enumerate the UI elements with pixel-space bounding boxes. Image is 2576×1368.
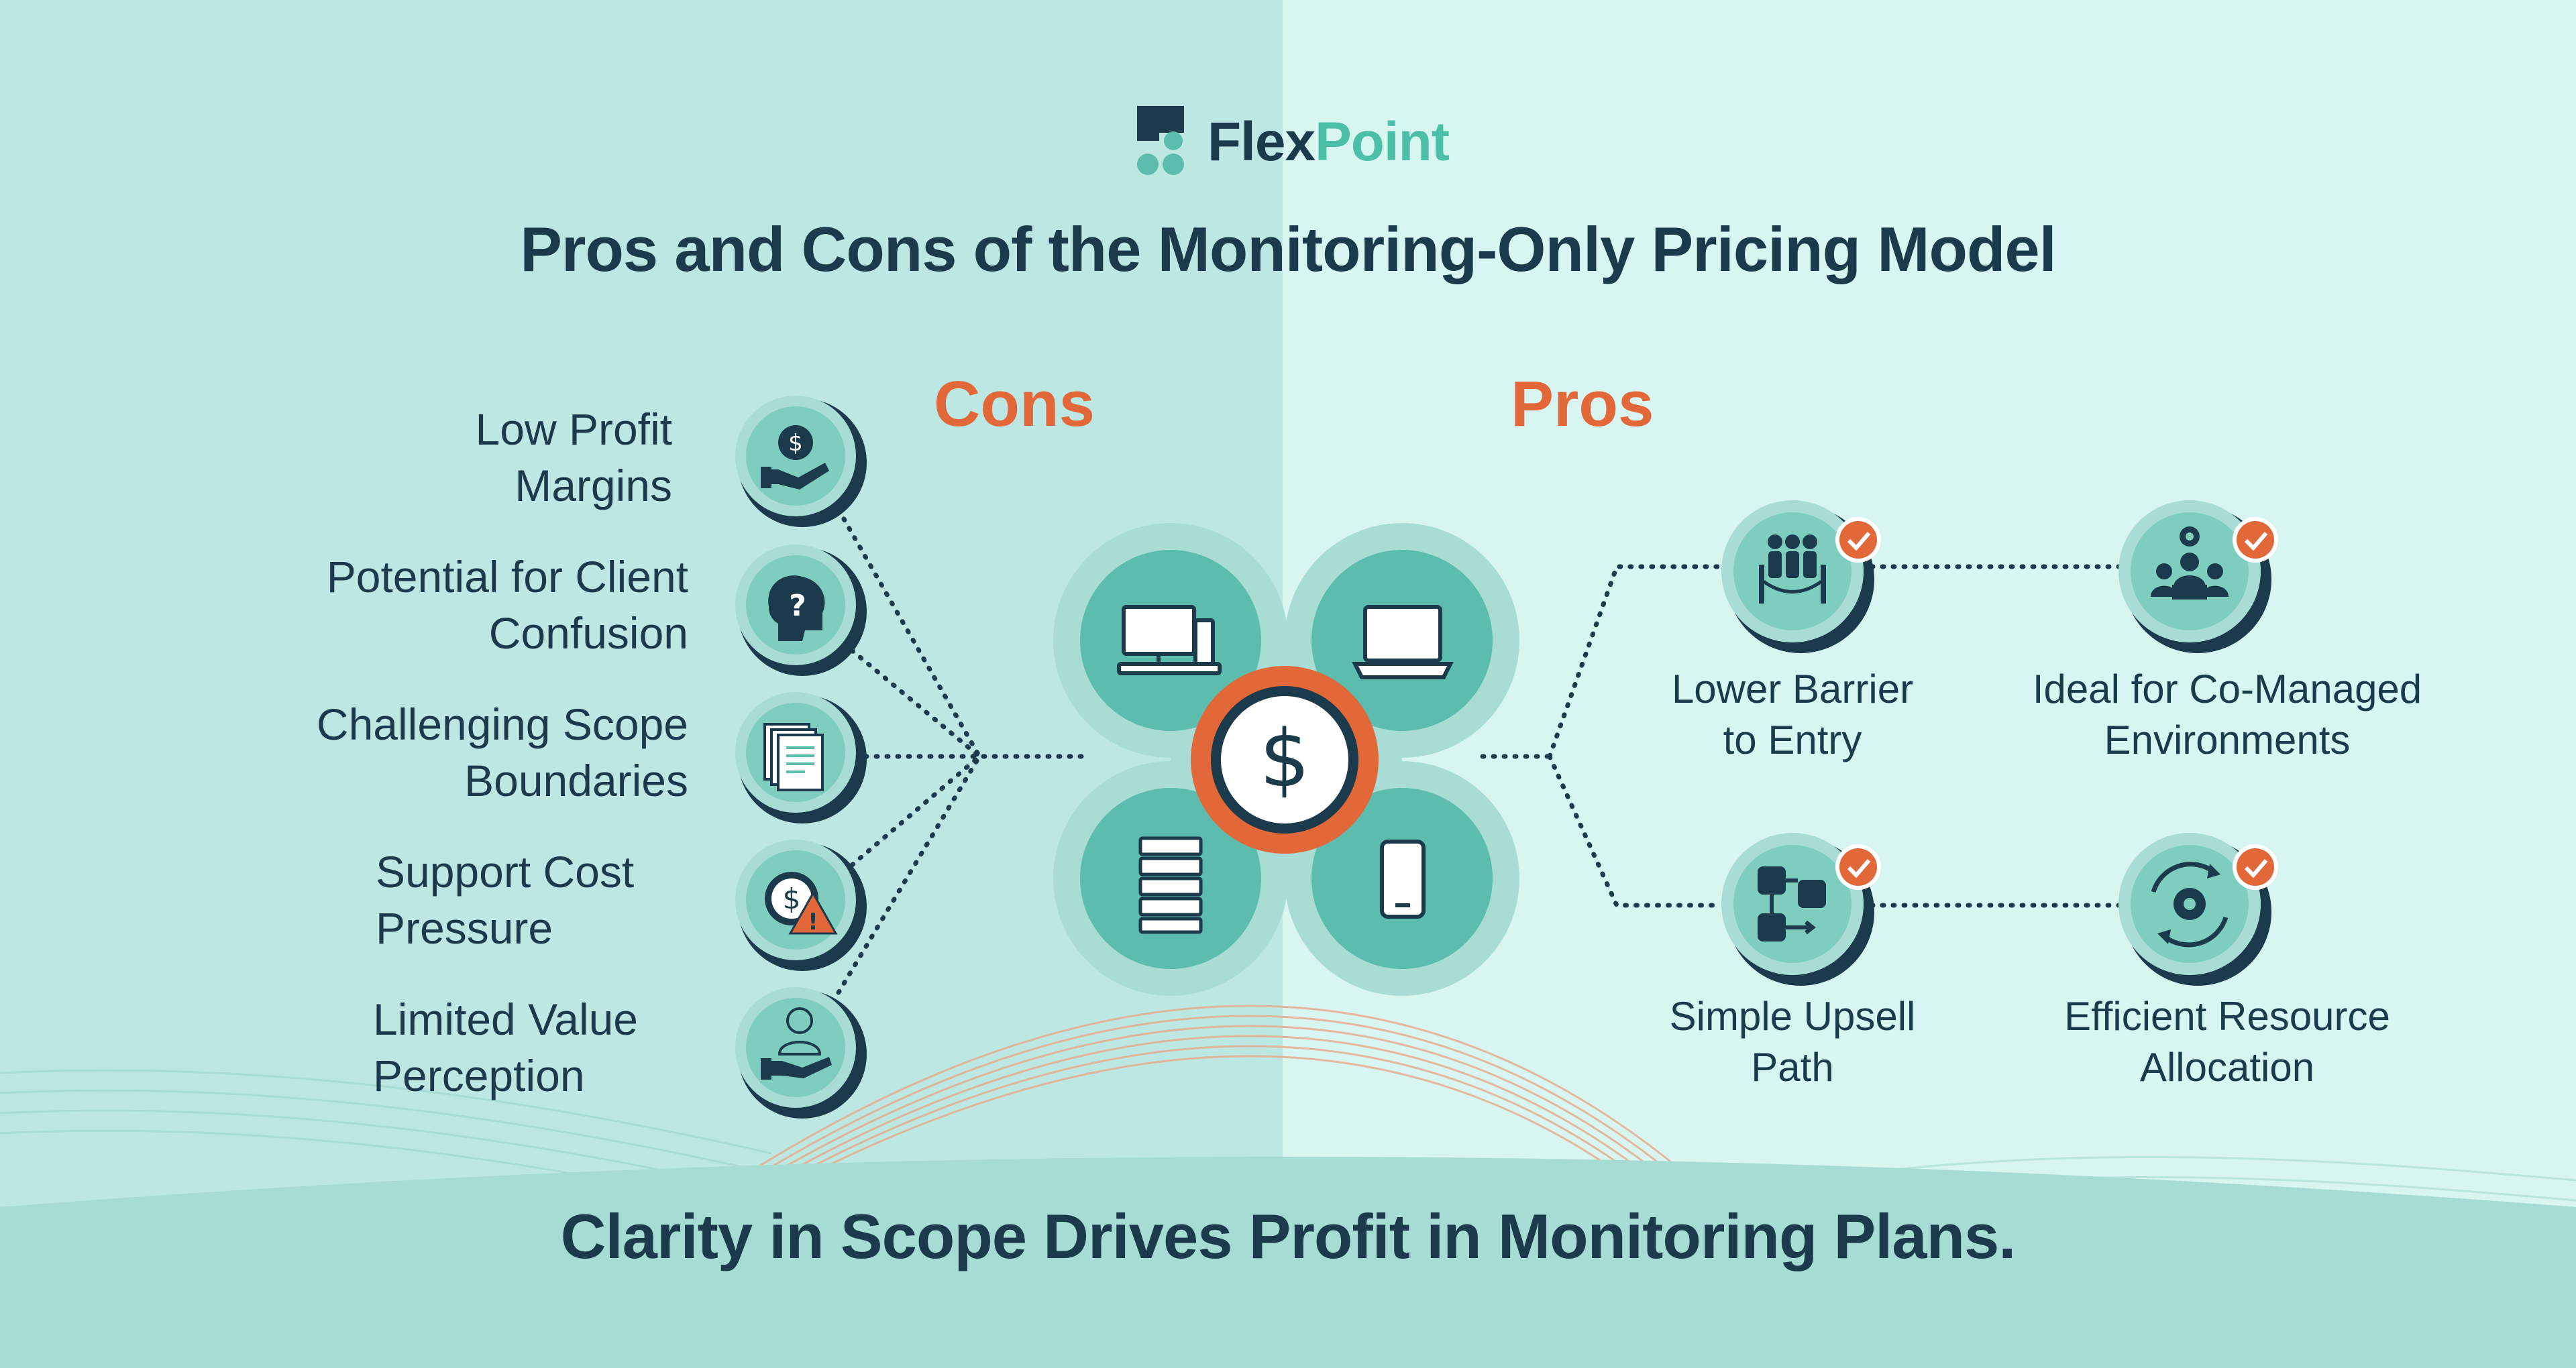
con-icon-hand-coin: $ [735, 396, 867, 527]
con-item-scope-boundaries: Challenging Scope Boundaries [85, 696, 688, 809]
brand-name: FlexPoint [1208, 111, 1450, 174]
laptop-icon [1352, 605, 1454, 679]
con-item-line1: Challenging Scope [316, 699, 688, 749]
svg-text:!: ! [808, 909, 818, 935]
pro-icon-upsell [1721, 833, 1881, 986]
hand-coin-icon: $ [761, 425, 829, 490]
people-rope-icon [1759, 534, 1826, 604]
cycle-gear-icon [2151, 862, 2229, 948]
con-item-line2: Confusion [488, 608, 688, 658]
svg-text:$: $ [783, 882, 801, 915]
con-icon-documents [735, 692, 867, 823]
pro-item-line1: Simple Upsell [1669, 994, 1916, 1039]
pro-item-line1: Ideal for Co-Managed [2032, 667, 2422, 711]
pro-item-line2: to Entry [1723, 718, 1862, 762]
con-item-line1: Limited Value [373, 994, 639, 1044]
con-icon-question: ? [735, 545, 867, 676]
pro-icon-co-managed [2118, 500, 2278, 653]
con-item-line1: Potential for Client [326, 552, 688, 602]
con-item-low-profit: Low Profit Margins [68, 401, 672, 514]
pro-item-resource: Efficient Resource Allocation [1959, 991, 2496, 1093]
cons-heading: Cons [934, 368, 1095, 440]
con-icon-cost-warning: $ ! [735, 840, 867, 971]
pro-item-co-managed: Ideal for Co-Managed Environments [1959, 664, 2496, 766]
con-icon-person-hand [735, 987, 867, 1119]
pro-item-upsell: Simple Upsell Path [1551, 991, 2034, 1093]
pro-item-line1: Lower Barrier [1671, 667, 1914, 711]
flexpoint-logo-icon [1137, 106, 1184, 175]
footer-tagline: Clarity in Scope Drives Profit in Monito… [560, 1201, 2017, 1271]
cons-connectors [836, 507, 1086, 995]
pros-heading: Pros [1511, 368, 1654, 440]
phone-icon [1380, 840, 1426, 919]
documents-icon [763, 723, 824, 791]
pro-item-line2: Path [1751, 1045, 1834, 1090]
svg-text:?: ? [789, 589, 806, 623]
pro-item-line2: Allocation [2139, 1045, 2315, 1090]
con-item-line1: Low Profit [475, 404, 672, 454]
con-item-line2: Pressure [376, 903, 553, 953]
flow-path-icon [1758, 866, 1826, 942]
question-head-icon: ? [768, 575, 825, 641]
con-item-line2: Margins [515, 461, 672, 510]
check-badge-icon [2237, 848, 2274, 886]
page-title: Pros and Cons of the Monitoring-Only Pri… [520, 214, 2057, 284]
svg-text:$: $ [1259, 712, 1309, 805]
decorative-arcs [757, 1005, 1678, 1168]
check-badge-icon [1839, 521, 1877, 559]
server-icon [1138, 836, 1203, 934]
pro-icon-resource [2118, 833, 2278, 986]
brand-name-part2: Point [1315, 111, 1450, 172]
pro-item-lower-barrier: Lower Barrier to Entry [1551, 664, 2034, 766]
cost-warning-icon: $ ! [765, 872, 838, 935]
pro-icon-lower-barrier [1721, 500, 1881, 653]
con-item-limited-value: Limited Value Perception [373, 991, 638, 1104]
check-badge-icon [1839, 848, 1877, 886]
desktop-icon [1117, 605, 1222, 675]
con-item-line1: Support Cost [376, 847, 635, 897]
dollar-icon: $ [1191, 666, 1379, 854]
pro-item-line2: Environments [2104, 718, 2351, 762]
footer-band [0, 1157, 2576, 1368]
con-item-line2: Boundaries [464, 756, 688, 805]
con-item-support-cost: Support Cost Pressure [376, 844, 634, 956]
con-item-client-confusion: Potential for Client Confusion [85, 549, 688, 661]
team-gear-icon [2151, 526, 2229, 600]
pro-item-line1: Efficient Resource [2064, 994, 2390, 1039]
check-badge-icon [2237, 521, 2274, 559]
svg-text:$: $ [788, 430, 803, 457]
pros-connectors [1480, 564, 2123, 908]
con-item-line2: Perception [373, 1051, 585, 1100]
person-hand-icon [761, 1007, 832, 1080]
brand-name-part1: Flex [1208, 111, 1316, 172]
